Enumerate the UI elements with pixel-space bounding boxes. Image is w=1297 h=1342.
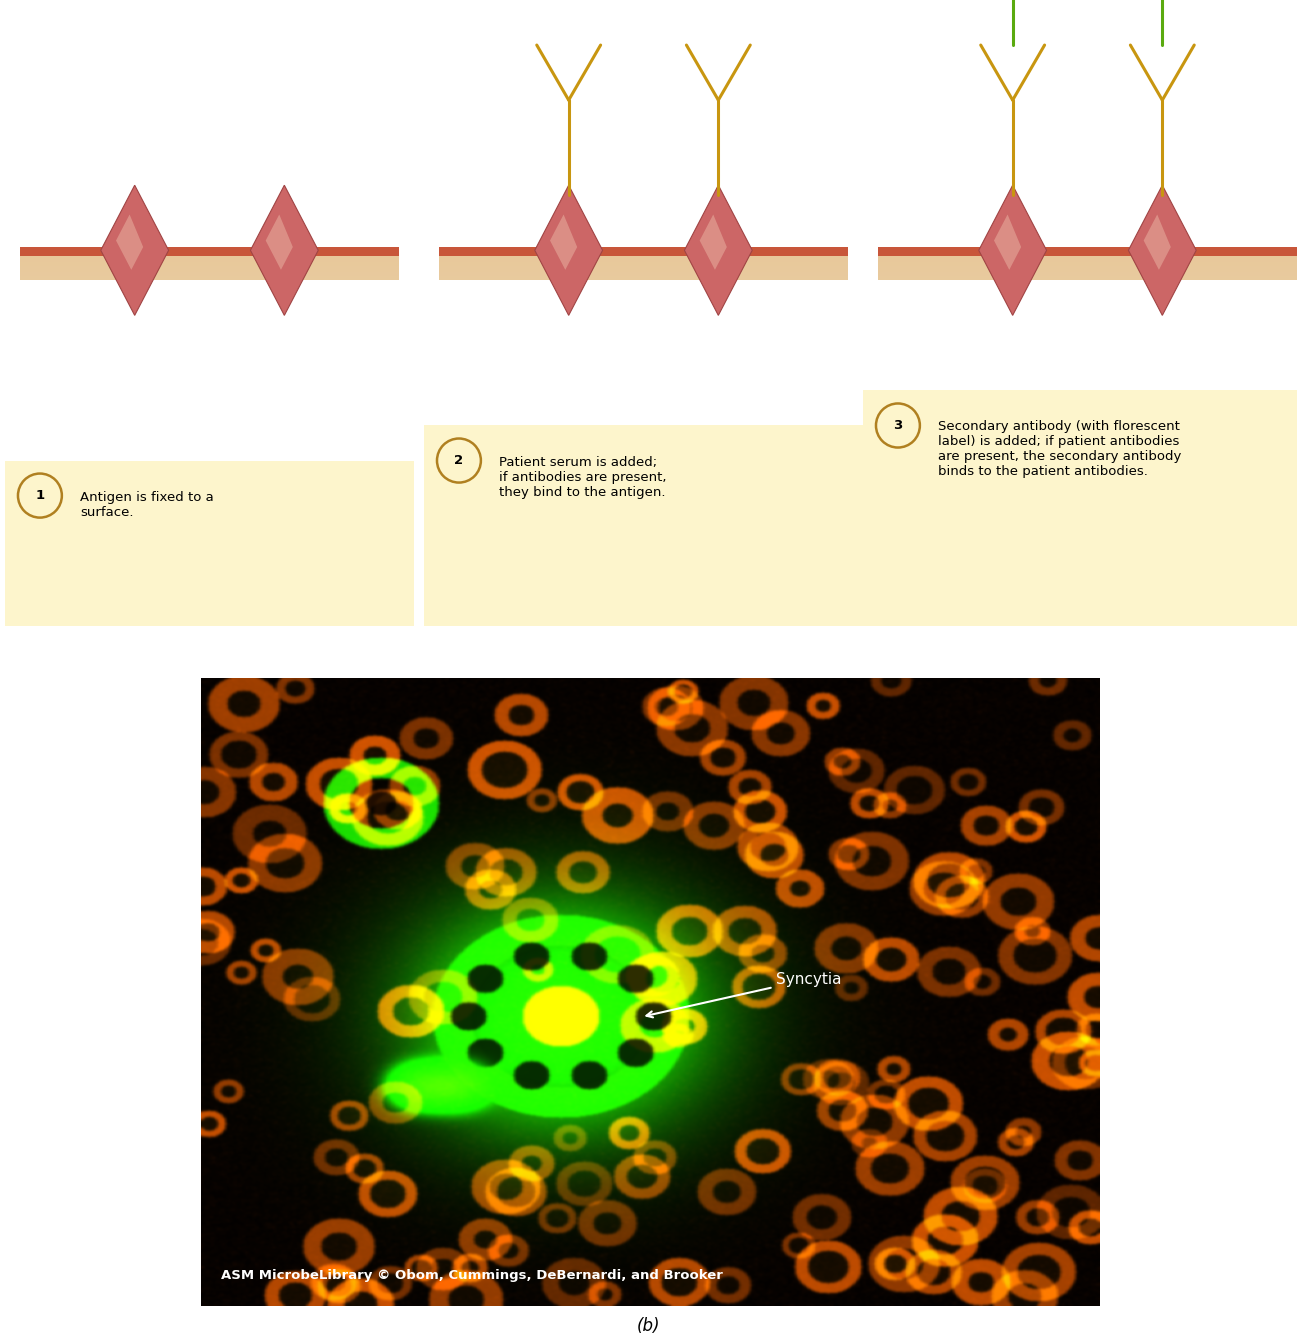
Polygon shape: [685, 185, 752, 315]
FancyBboxPatch shape: [863, 391, 1297, 625]
Text: Patient serum is added;
if antibodies are present,
they bind to the antigen.: Patient serum is added; if antibodies ar…: [499, 455, 667, 498]
Polygon shape: [550, 215, 577, 270]
FancyBboxPatch shape: [878, 251, 1297, 280]
Polygon shape: [115, 215, 143, 270]
FancyBboxPatch shape: [438, 251, 848, 280]
Polygon shape: [266, 215, 293, 270]
FancyBboxPatch shape: [424, 425, 863, 625]
FancyBboxPatch shape: [19, 251, 399, 280]
Text: Syncytia: Syncytia: [646, 972, 842, 1017]
Text: 1: 1: [35, 488, 44, 502]
Polygon shape: [1128, 185, 1196, 315]
Polygon shape: [1144, 215, 1171, 270]
Text: 2: 2: [454, 454, 463, 467]
FancyBboxPatch shape: [19, 247, 399, 256]
FancyBboxPatch shape: [5, 460, 414, 625]
Polygon shape: [699, 215, 726, 270]
Text: Secondary antibody (with florescent
label) is added; if patient antibodies
are p: Secondary antibody (with florescent labe…: [938, 420, 1182, 479]
Text: 3: 3: [894, 419, 903, 432]
Polygon shape: [534, 185, 603, 315]
FancyBboxPatch shape: [438, 247, 848, 256]
FancyBboxPatch shape: [878, 247, 1297, 256]
Text: (b): (b): [637, 1317, 660, 1335]
Circle shape: [875, 404, 920, 447]
Text: (a): (a): [637, 608, 660, 625]
Circle shape: [437, 439, 481, 483]
Circle shape: [18, 474, 62, 518]
Polygon shape: [994, 215, 1021, 270]
Polygon shape: [979, 185, 1047, 315]
Polygon shape: [250, 185, 318, 315]
Text: ASM MicrobeLibrary © Obom, Cummings, DeBernardi, and Brooker: ASM MicrobeLibrary © Obom, Cummings, DeB…: [220, 1270, 722, 1282]
Polygon shape: [101, 185, 169, 315]
Text: Antigen is fixed to a
surface.: Antigen is fixed to a surface.: [80, 491, 214, 518]
